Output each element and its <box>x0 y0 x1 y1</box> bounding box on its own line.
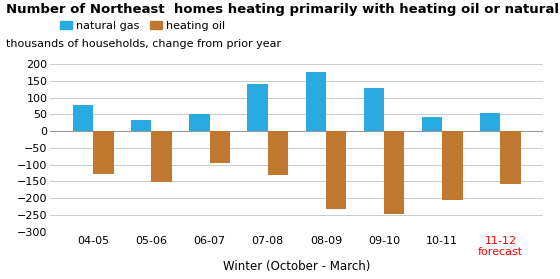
Bar <box>384 131 404 214</box>
Bar <box>442 131 463 200</box>
Bar <box>422 117 442 131</box>
Bar <box>326 131 346 209</box>
Text: thousands of households, change from prior year: thousands of households, change from pri… <box>6 39 281 49</box>
Bar <box>248 84 268 131</box>
Bar <box>189 114 209 131</box>
Bar <box>363 88 384 131</box>
Bar <box>268 131 288 175</box>
Bar <box>209 131 230 163</box>
Text: Number of Northeast  homes heating primarily with heating oil or natural gas: Number of Northeast homes heating primar… <box>6 3 560 16</box>
X-axis label: Winter (October - March): Winter (October - March) <box>223 260 371 273</box>
Legend: natural gas, heating oil: natural gas, heating oil <box>56 16 230 35</box>
Bar <box>93 131 114 174</box>
Bar <box>131 121 151 131</box>
Bar <box>501 131 521 184</box>
Bar <box>151 131 172 182</box>
Bar <box>306 71 326 131</box>
Bar <box>480 113 501 131</box>
Bar <box>73 105 93 131</box>
